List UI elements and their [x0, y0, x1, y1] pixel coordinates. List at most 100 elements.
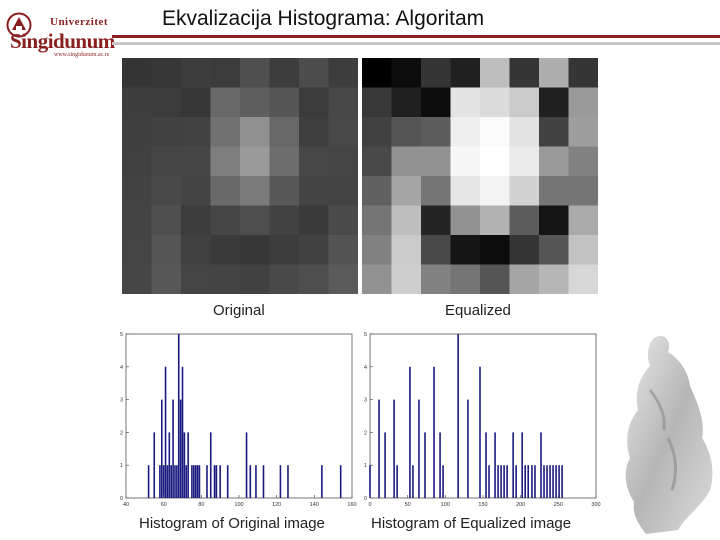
header-rule-red [112, 35, 720, 38]
equalized-histogram-chart: 0 50 100 150 200 250 300 0 1 2 3 4 5 [364, 332, 601, 508]
original-pixel [151, 176, 182, 206]
equalized-hist-y-tick-label: 4 [364, 365, 367, 371]
original-histogram-caption: Histogram of Original image [139, 515, 325, 532]
equalized-pixel [509, 205, 540, 236]
equalized-pixel [539, 176, 569, 206]
equalized-pixel [391, 235, 422, 265]
original-hist-x-tick-label: 60 [161, 502, 167, 508]
equalized-pixel [421, 176, 451, 206]
original-image [122, 58, 358, 294]
original-pixel [122, 117, 152, 147]
original-pixel [328, 146, 358, 177]
original-pixel [122, 87, 152, 118]
equalized-hist-y-tick-label: 1 [364, 463, 367, 469]
equalized-pixel [568, 87, 598, 118]
equalized-hist-y-tick-label: 5 [364, 332, 367, 338]
equalized-pixel [421, 205, 451, 236]
equalized-pixel [450, 176, 481, 206]
equalized-pixel [480, 146, 510, 177]
original-pixel [269, 205, 300, 236]
original-pixel [122, 264, 152, 294]
equalized-pixel [362, 205, 392, 236]
equalized-pixel [568, 235, 598, 265]
original-hist-y-tick-label: 2 [120, 430, 123, 436]
original-pixel [122, 235, 152, 265]
original-pixel [151, 264, 182, 294]
equalized-pixel [391, 117, 422, 147]
original-pixel [328, 235, 358, 265]
original-pixel [122, 176, 152, 206]
equalized-pixel [568, 176, 598, 206]
original-pixel [181, 87, 211, 118]
original-pixel [151, 87, 182, 118]
equalized-hist-x-tick-label: 0 [368, 502, 371, 508]
equalized-pixel [391, 205, 422, 236]
equalized-pixel [421, 58, 451, 88]
original-pixel [122, 146, 152, 177]
crest-icon [6, 12, 32, 38]
original-pixel [151, 146, 182, 177]
original-hist-x-tick-label: 100 [234, 502, 243, 508]
original-pixel [328, 176, 358, 206]
equalized-pixel [362, 87, 392, 118]
equalized-hist-x-tick-label: 150 [478, 502, 487, 508]
equalized-pixel [480, 58, 510, 88]
original-pixel [210, 58, 241, 88]
equalized-pixel [480, 235, 510, 265]
original-pixel [269, 58, 300, 88]
original-pixel [269, 264, 300, 294]
equalized-pixel [391, 176, 422, 206]
equalized-pixel [480, 176, 510, 206]
equalized-pixel [539, 117, 569, 147]
original-pixel [181, 117, 211, 147]
equalized-pixel [509, 58, 540, 88]
equalized-pixel [480, 264, 510, 294]
original-pixel [210, 235, 241, 265]
equalized-pixel [362, 235, 392, 265]
original-hist-x-tick-label: 80 [198, 502, 204, 508]
equalized-pixel [450, 87, 481, 118]
original-caption: Original [213, 302, 265, 319]
original-pixel [181, 205, 211, 236]
original-hist-x-tick-label: 140 [310, 502, 319, 508]
equalized-pixel [362, 176, 392, 206]
equalized-hist-y-tick-label: 2 [364, 430, 367, 436]
equalized-pixel [509, 87, 540, 118]
equalized-pixel [362, 264, 392, 294]
equalized-pixel [480, 117, 510, 147]
original-pixel [151, 117, 182, 147]
equalized-pixel [450, 58, 481, 88]
original-pixel [210, 87, 241, 118]
equalized-pixel [450, 205, 481, 236]
original-pixel [181, 264, 211, 294]
equalized-image [362, 58, 598, 294]
original-hist-x-tick-label: 40 [123, 502, 129, 508]
logo-url-text: www.singidunum.ac.rs [54, 52, 110, 58]
original-pixel [122, 205, 152, 236]
original-pixel [240, 117, 270, 147]
original-hist-y-tick-label: 0 [120, 496, 123, 502]
original-histogram-chart: 40 60 80 100 120 140 160 0 1 2 3 4 5 [120, 332, 357, 508]
equalized-pixel [509, 176, 540, 206]
original-hist-x-tick-label: 120 [272, 502, 281, 508]
original-pixel [240, 146, 270, 177]
original-pixel [181, 58, 211, 88]
original-pixel [240, 87, 270, 118]
equalized-pixel [421, 264, 451, 294]
original-pixel [269, 117, 300, 147]
equalized-pixel [568, 117, 598, 147]
original-pixel [240, 176, 270, 206]
original-hist-y-tick-label: 3 [120, 398, 123, 404]
equalized-pixel [391, 87, 422, 118]
equalized-pixel [450, 117, 481, 147]
original-pixel [269, 235, 300, 265]
equalized-hist-x-tick-label: 300 [591, 502, 600, 508]
equalized-pixel [539, 235, 569, 265]
original-pixel [210, 205, 241, 236]
header-rule-gray [112, 42, 720, 45]
equalized-pixel [391, 58, 422, 88]
equalized-caption: Equalized [445, 302, 511, 319]
original-hist-x-tick-label: 160 [347, 502, 356, 508]
equalized-pixel [568, 264, 598, 294]
original-pixel [240, 58, 270, 88]
